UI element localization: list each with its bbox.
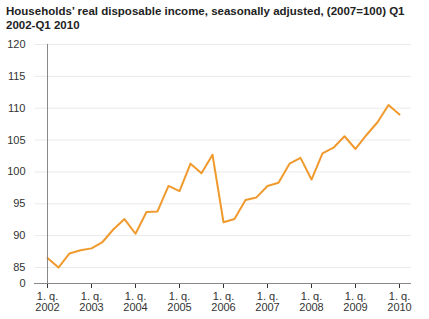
svg-text:85: 85 — [13, 261, 25, 273]
svg-text:90: 90 — [13, 229, 25, 241]
svg-text:1. q.2008: 1. q.2008 — [299, 290, 323, 313]
html-text:Households’ real disposable in: Households’ real disposable income, seas… — [6, 5, 405, 31]
svg-text:1. q.2006: 1. q.2006 — [211, 290, 235, 313]
svg-text:100: 100 — [7, 165, 25, 177]
svg-text:0: 0 — [19, 277, 25, 289]
svg-text:1. q.2009: 1. q.2009 — [343, 290, 367, 313]
svg-text:1. q.2005: 1. q.2005 — [167, 290, 191, 313]
svg-text:110: 110 — [8, 102, 26, 114]
svg-text:1. q.2010: 1. q.2010 — [387, 290, 411, 313]
svg-text:1. q.2007: 1. q.2007 — [255, 290, 279, 313]
svg-text:120: 120 — [7, 38, 25, 50]
svg-text:95: 95 — [13, 197, 25, 209]
svg-text:1. q.2004: 1. q.2004 — [123, 290, 147, 313]
svg-text:115: 115 — [8, 70, 26, 82]
svg-text:1. q.2003: 1. q.2003 — [79, 290, 103, 313]
svg-text:105: 105 — [7, 134, 25, 146]
svg-text:1. q.2002: 1. q.2002 — [35, 290, 59, 313]
